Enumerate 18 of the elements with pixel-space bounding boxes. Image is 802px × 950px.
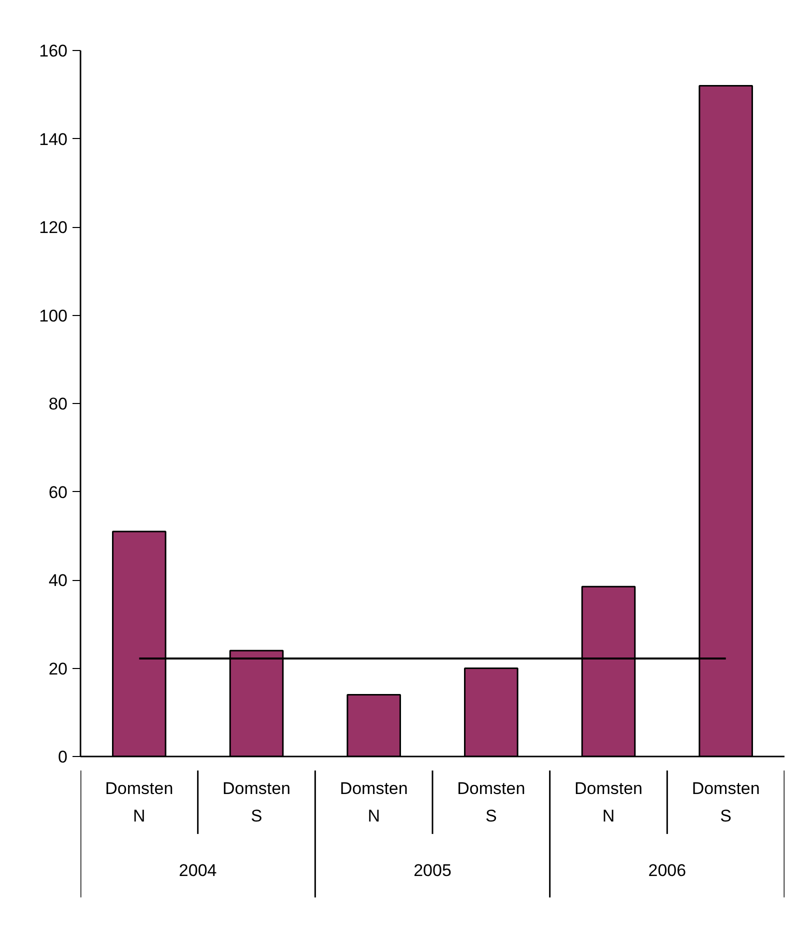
text: 2005	[414, 861, 452, 880]
x-tick-label: Domsten S	[457, 779, 526, 826]
y-tick-label: 40	[48, 571, 68, 590]
x-tick-label: Domsten S	[692, 779, 760, 826]
text: 2004	[178, 861, 217, 880]
y-tick-label: 100	[39, 306, 68, 326]
y-tick-label: 20	[48, 659, 68, 678]
text: 2006	[648, 861, 686, 880]
y-tick-label: 160	[39, 42, 68, 60]
y-tick-label: 60	[48, 482, 68, 502]
x-tick-label: Domsten S	[222, 779, 291, 826]
y-tick-label: 140	[39, 130, 68, 149]
x-tick-label: Domsten N	[340, 779, 408, 826]
x-tick-label: Domsten N	[574, 779, 643, 826]
y-tick-label: 120	[39, 218, 68, 237]
y-tick-label: 80	[48, 394, 68, 414]
x-tick-label: Domsten N	[105, 779, 174, 826]
y-tick-label: 0	[58, 748, 68, 766]
